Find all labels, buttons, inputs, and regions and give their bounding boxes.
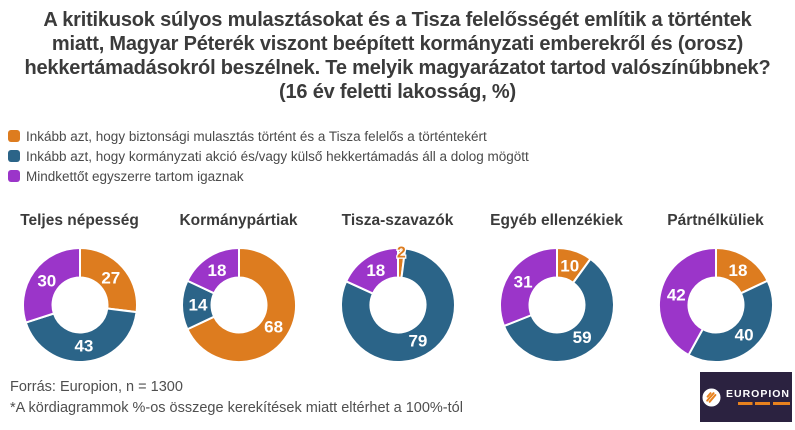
- legend-item: Inkább azt, hogy biztonsági mulasztás tö…: [8, 126, 795, 146]
- slice-value-label: 59: [572, 328, 591, 347]
- logo-wordmark: EUROPION: [725, 387, 790, 400]
- chart-group-title: Tisza-szavazók: [341, 212, 454, 229]
- donut-slice: [657, 247, 717, 356]
- donut-chart: 27 43 30: [21, 247, 138, 363]
- legend-label: Inkább azt, hogy kormányzati akció és/va…: [26, 148, 529, 164]
- donut-slice: [185, 247, 297, 363]
- legend-item: Inkább azt, hogy kormányzati akció és/va…: [8, 146, 795, 166]
- legend-swatch-blue: [8, 150, 20, 162]
- slice-value-label: 30: [37, 271, 56, 290]
- donut-chart: 18 40 42: [657, 247, 774, 363]
- slice-value-label: 42: [666, 285, 685, 304]
- slice-value-label: 14: [188, 296, 207, 315]
- legend-swatch-orange: [8, 130, 20, 142]
- slice-value-label: 18: [366, 261, 385, 280]
- chart-group: Egyéb ellenzékiek 10 59 31: [477, 212, 636, 367]
- slice-value-label: 18: [728, 261, 747, 280]
- chart-title: A kritikusok súlyos mulasztásokat és a T…: [24, 9, 771, 103]
- footnote-text: *A kördiagrammok %-os összege kerekítése…: [10, 400, 463, 416]
- slice-value-label: 2: [396, 245, 405, 262]
- chart-group: Pártnélküliek 18 40 42: [636, 212, 795, 367]
- donut-slice: [78, 247, 138, 314]
- slice-value-label: 18: [207, 261, 226, 280]
- legend: Inkább azt, hogy biztonsági mulasztás tö…: [8, 126, 795, 186]
- source-text: Forrás: Europion, n = 1300: [10, 379, 183, 395]
- slice-value-label: 68: [264, 318, 283, 337]
- donut-chart: 2 79 18: [339, 243, 456, 363]
- donut-slice: [502, 257, 615, 364]
- donut-slice: [498, 247, 558, 327]
- slice-value-label: 27: [101, 268, 120, 287]
- slice-value-label: 40: [734, 325, 753, 344]
- donut-slice: [339, 247, 456, 363]
- legend-swatch-purple: [8, 170, 20, 182]
- chart-group-title: Kormánypártiak: [179, 212, 298, 229]
- chart-group: Tisza-szavazók 2 79 18: [318, 212, 477, 367]
- slice-value-label: 79: [408, 331, 427, 350]
- europion-logo: EUROPION: [700, 372, 792, 422]
- donut-slice: [185, 247, 240, 295]
- legend-item: Mindkettőt egyszerre tartom igaznak: [8, 166, 795, 186]
- chart-group-title: Pártnélküliek: [667, 212, 764, 229]
- footer: Forrás: Europion, n = 1300 *A kördiagram…: [10, 377, 463, 419]
- charts-row: Teljes népesség 27 43 30 Kormánypártiak 68 14 1…: [0, 212, 795, 367]
- chart-group: Kormánypártiak 68 14 18: [159, 212, 318, 367]
- donut-slice: [24, 307, 138, 363]
- chart-group-title: Teljes népesség: [20, 212, 139, 229]
- logo-text-wrap: EUROPION: [725, 387, 790, 406]
- chart-group-title: Egyéb ellenzékiek: [490, 212, 623, 229]
- legend-label: Mindkettőt egyszerre tartom igaznak: [26, 168, 244, 184]
- chart-group: Teljes népesség 27 43 30: [0, 212, 159, 367]
- slice-value-label: 10: [560, 257, 579, 276]
- legend-label: Inkább azt, hogy biztonsági mulasztás tö…: [26, 128, 487, 144]
- donut-chart: 10 59 31: [498, 247, 615, 364]
- donut-slice: [21, 247, 81, 324]
- slice-value-label: 43: [74, 336, 93, 355]
- europion-logo-icon: [702, 388, 721, 406]
- slice-value-label: 31: [513, 273, 532, 292]
- donut-slice: [687, 279, 774, 363]
- donut-slice: [344, 247, 399, 295]
- logo-tagline: [738, 402, 790, 406]
